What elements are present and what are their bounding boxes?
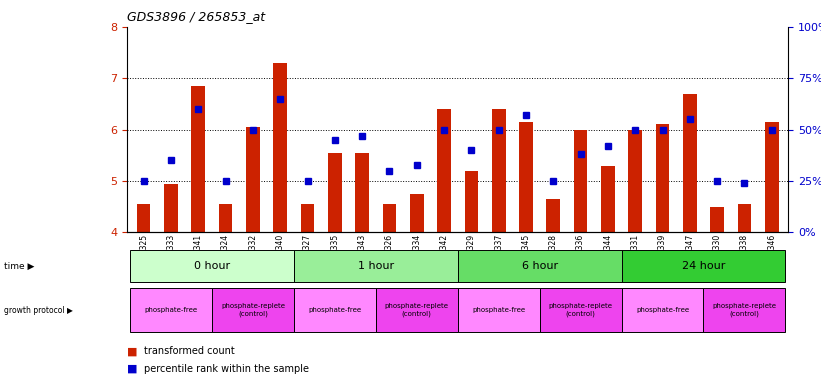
Bar bbox=[737, 204, 751, 232]
Bar bbox=[218, 204, 232, 232]
Text: ■: ■ bbox=[127, 364, 138, 374]
Text: phosphate-free: phosphate-free bbox=[636, 307, 689, 313]
Bar bbox=[465, 170, 478, 232]
Bar bbox=[519, 122, 533, 232]
Text: phosphate-free: phosphate-free bbox=[308, 307, 361, 313]
Bar bbox=[328, 153, 342, 232]
Bar bbox=[547, 199, 560, 232]
Bar bbox=[191, 86, 205, 232]
Text: 6 hour: 6 hour bbox=[521, 261, 557, 271]
Text: 24 hour: 24 hour bbox=[681, 261, 725, 271]
Bar bbox=[765, 122, 778, 232]
Bar bbox=[656, 124, 669, 232]
Bar bbox=[273, 63, 287, 232]
Bar bbox=[300, 204, 314, 232]
Text: percentile rank within the sample: percentile rank within the sample bbox=[144, 364, 309, 374]
Text: growth protocol ▶: growth protocol ▶ bbox=[4, 306, 73, 314]
Text: GDS3896 / 265853_at: GDS3896 / 265853_at bbox=[127, 10, 265, 23]
Bar bbox=[383, 204, 397, 232]
Text: phosphate-replete
(control): phosphate-replete (control) bbox=[713, 303, 777, 317]
Bar bbox=[164, 184, 178, 232]
Bar bbox=[246, 127, 259, 232]
Bar bbox=[710, 207, 724, 232]
Text: time ▶: time ▶ bbox=[4, 262, 34, 270]
Text: 1 hour: 1 hour bbox=[358, 261, 394, 271]
Text: phosphate-replete
(control): phosphate-replete (control) bbox=[385, 303, 449, 317]
Text: phosphate-free: phosphate-free bbox=[472, 307, 525, 313]
Text: ■: ■ bbox=[127, 346, 138, 356]
Bar bbox=[628, 130, 642, 232]
Bar bbox=[410, 194, 424, 232]
Bar bbox=[492, 109, 506, 232]
Bar bbox=[574, 130, 588, 232]
Bar bbox=[683, 94, 697, 232]
Bar bbox=[601, 166, 615, 232]
Text: 0 hour: 0 hour bbox=[194, 261, 230, 271]
Bar bbox=[137, 204, 150, 232]
Text: phosphate-free: phosphate-free bbox=[144, 307, 198, 313]
Text: phosphate-replete
(control): phosphate-replete (control) bbox=[221, 303, 285, 317]
Text: phosphate-replete
(control): phosphate-replete (control) bbox=[548, 303, 612, 317]
Text: transformed count: transformed count bbox=[144, 346, 235, 356]
Bar bbox=[438, 109, 451, 232]
Bar bbox=[355, 153, 369, 232]
